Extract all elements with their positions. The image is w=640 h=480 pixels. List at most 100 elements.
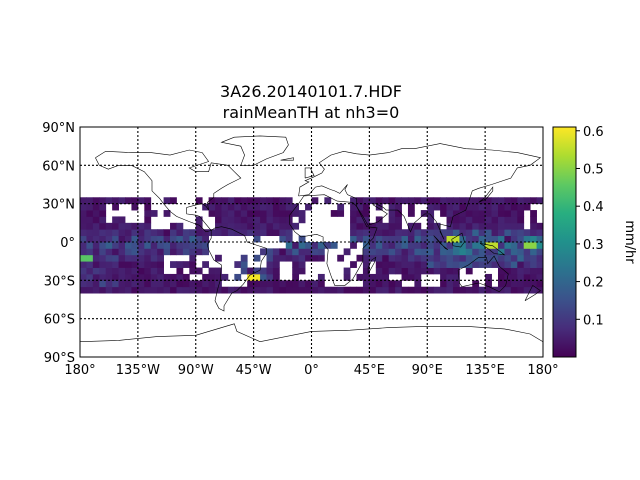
heatmap-cell	[298, 261, 306, 268]
heatmap-cell	[472, 197, 480, 205]
heatmap-cell	[472, 216, 480, 224]
heatmap-cell	[407, 229, 415, 237]
heatmap-cell	[530, 280, 537, 288]
heatmap-cell	[112, 229, 119, 237]
heatmap-cell	[395, 280, 402, 288]
heatmap-cell	[260, 210, 267, 217]
heatmap-cell	[279, 203, 287, 211]
heatmap-cell	[144, 210, 152, 217]
heatmap-cell	[446, 197, 454, 205]
coastline-path	[479, 243, 506, 256]
heatmap-cell	[80, 286, 87, 294]
x-tick-label: 180°	[527, 363, 558, 378]
heatmap-cell	[285, 203, 293, 211]
heatmap-cell	[105, 254, 113, 262]
heatmap-cell	[440, 210, 447, 217]
heatmap-cell	[266, 286, 274, 294]
heatmap-cell	[504, 203, 512, 211]
graticule-grid	[80, 127, 543, 357]
heatmap-cell	[369, 197, 377, 205]
heatmap-cell	[517, 203, 525, 211]
heatmap-cell	[497, 216, 505, 224]
heatmap-cell	[311, 242, 319, 249]
heatmap-cell	[510, 273, 518, 281]
heatmap-cell	[536, 197, 544, 205]
heatmap-cell	[112, 197, 119, 205]
heatmap-cell	[144, 242, 152, 249]
heatmap-cell	[536, 267, 544, 275]
heatmap-cell	[240, 197, 248, 205]
heatmap-cell	[491, 242, 499, 249]
heatmap-cell	[131, 229, 139, 237]
heatmap-cell	[478, 242, 486, 249]
heatmap-cell	[272, 286, 280, 294]
heatmap-cell	[317, 242, 325, 249]
heatmap-cell	[227, 197, 235, 205]
heatmap-cell	[407, 286, 415, 294]
heatmap-cell	[118, 273, 126, 281]
heatmap-cell	[407, 210, 415, 217]
heatmap-cell	[375, 280, 383, 288]
heatmap-cell	[504, 229, 512, 237]
heatmap-cell	[279, 197, 287, 205]
heatmap-cell	[375, 203, 383, 211]
heatmap-cell	[227, 210, 235, 217]
heatmap-cell	[472, 210, 480, 217]
heatmap-cell	[504, 248, 512, 256]
x-tick-label: 45°W	[236, 363, 272, 378]
chart-title-line2: rainMeanTH at nh3=0	[223, 103, 400, 122]
heatmap-cell	[86, 235, 94, 243]
heatmap-cell	[86, 248, 94, 256]
heatmap-cell	[112, 248, 119, 256]
heatmap-cell	[523, 203, 531, 211]
heatmap-cell	[427, 203, 435, 211]
heatmap-cell	[137, 248, 145, 256]
heatmap-cell	[311, 286, 319, 294]
heatmap-cell	[401, 229, 409, 237]
heatmap-cell	[266, 267, 274, 275]
coastline-path	[289, 194, 378, 286]
heatmap-cell	[407, 248, 415, 256]
x-tick-labels: 180° 135°W 90°W 45°W 0° 45°E 90°E 135°E 180°	[64, 363, 558, 378]
heatmap-cell	[472, 254, 480, 262]
heatmap-cell	[452, 286, 460, 294]
heatmap-cell	[202, 203, 210, 211]
heatmap-cell	[86, 267, 94, 275]
heatmap-cell	[253, 222, 261, 230]
heatmap-cell	[491, 248, 499, 256]
heatmap-cell	[478, 254, 486, 262]
heatmap-cell	[260, 267, 267, 275]
heatmap-cell	[491, 210, 499, 217]
heatmap-cell	[92, 197, 100, 205]
heatmap-cell	[440, 254, 447, 262]
heatmap-cell	[208, 203, 216, 211]
heatmap-cell	[92, 242, 100, 249]
heatmap-cell	[266, 261, 274, 268]
heatmap-cell	[382, 254, 390, 262]
heatmap-cell	[279, 248, 287, 256]
colorbar-ticks: 0.1 0.2 0.3 0.4 0.5 0.6	[576, 125, 604, 328]
heatmap-cell	[170, 248, 177, 256]
heatmap-cell	[292, 222, 300, 230]
heatmap-cell	[163, 286, 171, 294]
heatmap-cell	[125, 222, 132, 230]
heatmap-cell	[189, 235, 197, 243]
heatmap-cell	[350, 235, 357, 243]
heatmap-cell	[189, 286, 197, 294]
heatmap-cell	[144, 197, 152, 205]
heatmap-cell	[356, 286, 364, 294]
y-tick-label: 60°S	[44, 313, 75, 328]
heatmap-cell	[157, 267, 164, 275]
heatmap-cell	[375, 273, 383, 281]
x-tick-label: 135°W	[116, 363, 160, 378]
heatmap-cell	[497, 280, 505, 288]
heatmap-cell	[99, 210, 107, 217]
heatmap-cell	[536, 248, 544, 256]
heatmap-cell	[92, 222, 100, 230]
heatmap-cell	[382, 248, 390, 256]
heatmap-cell	[440, 280, 447, 288]
heatmap-cell	[536, 229, 544, 237]
heatmap-cell	[285, 280, 293, 288]
heatmap-cell	[427, 222, 435, 230]
